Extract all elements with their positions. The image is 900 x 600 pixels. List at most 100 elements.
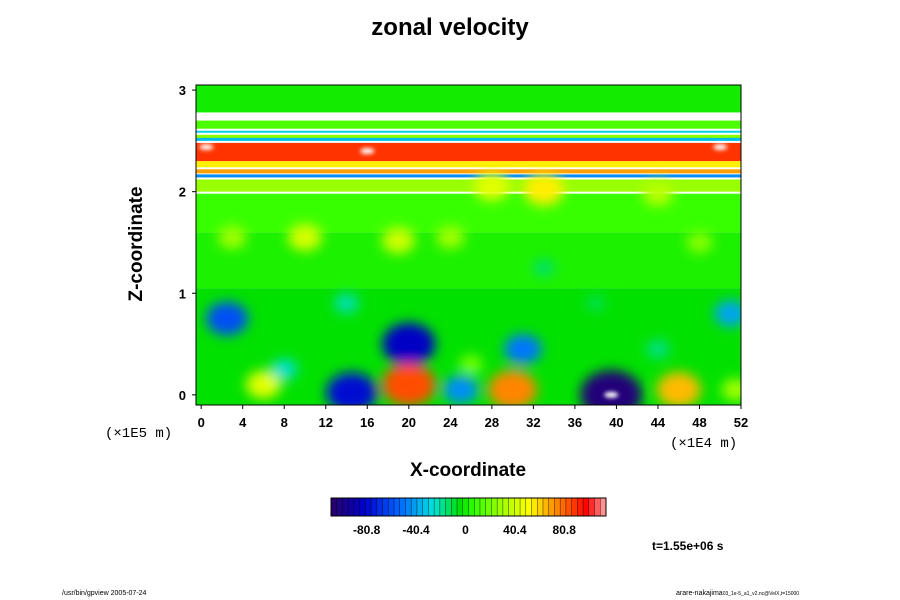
velocity-blob [646,339,670,359]
x-tick-label: 0 [198,415,205,430]
velocity-band [196,142,741,162]
velocity-band [196,169,741,174]
colorbar-cell [600,498,607,516]
velocity-blob [381,227,415,254]
velocity-blob [218,225,247,249]
velocity-blob [474,172,510,201]
velocity-band [196,120,741,129]
colorbar-cell [411,498,418,516]
y-tick-label: 0 [179,388,186,403]
colorbar-cell [445,498,452,516]
velocity-blob [443,375,479,404]
x-tick-label: 44 [651,415,666,430]
colorbar-cell [588,498,595,516]
colorbar-cell [525,498,532,516]
x-tick-label: 48 [692,415,706,430]
x-tick-label: 20 [402,415,416,430]
colorbar-cell [462,498,469,516]
velocity-blob [686,231,713,253]
x-tick-label: 40 [609,415,623,430]
colorbar-cell [428,498,435,516]
x-tick-label: 32 [526,415,540,430]
colorbar-cell [434,498,441,516]
velocity-band [196,85,741,113]
colorbar-cell [548,498,555,516]
colorbar-cell [583,498,590,516]
velocity-blob [459,354,484,374]
colorbar-tick-label: 40.4 [503,523,527,537]
footer-right-main: arare-nakajima [676,590,723,597]
colorbar-cell [531,498,538,516]
velocity-blob [206,301,249,336]
y-tick-label: 2 [179,185,186,200]
velocity-blob [288,223,322,251]
footer-right-small: 03_1e-5_a1_v2.nc@VelX,t=15000 [722,591,800,597]
y-scale-label: (×1E5 m) [105,426,173,442]
colorbar-cell [457,498,464,516]
velocity-blob [580,369,643,405]
velocity-peak [360,148,375,155]
velocity-blob [488,370,537,405]
colorbar-cell [508,498,515,516]
velocity-blob [245,370,282,399]
colorbar-cell [439,498,446,516]
y-tick-label: 3 [179,83,186,98]
velocity-bands [196,85,741,405]
velocity-blob [642,181,674,206]
colorbar-cell [342,498,349,516]
colorbar-frame [330,497,607,517]
velocity-blob [714,300,741,327]
velocity-peak [713,143,728,150]
velocity-band [196,137,741,141]
velocity-blobs [206,172,741,405]
colorbar-cell [348,498,355,516]
colorbar-cell [520,498,527,516]
colorbar-cell [371,498,378,516]
colorbar-cell [577,498,584,516]
velocity-band [196,232,741,289]
velocity-blob [334,293,359,314]
colorbar-cell [468,498,475,516]
colorbar-cell [416,498,423,516]
colorbar-cell [502,498,509,516]
colorbar-cell [451,498,458,516]
colorbar-cell [353,498,360,516]
velocity-blob [382,322,436,366]
velocity-blob [585,295,606,312]
colorbar-cell [474,498,481,516]
colorbar-cell [497,498,504,516]
colorbar-cell [514,498,521,516]
colorbar-tick-label: 0 [462,523,469,537]
velocity-band [196,174,741,178]
plot-frame [195,84,742,406]
colorbar-cell [422,498,429,516]
colorbar-cell [359,498,366,516]
colorbar: -80.8 -40.4 0 40.4 80.8 [330,497,607,537]
velocity-blob [532,259,555,277]
colorbar-cell [537,498,544,516]
x-tick-label: 36 [568,415,582,430]
colorbar-cell [405,498,412,516]
footer-left: /usr/bin/gpview 2005-07-24 [62,590,147,597]
colorbar-cell [382,498,389,516]
x-tick-label: 24 [443,415,458,430]
colorbar-cell [479,498,486,516]
colorbar-cell [376,498,383,516]
velocity-blob [436,225,465,249]
colorbar-cell [560,498,567,516]
velocity-peak [199,143,214,150]
colorbar-cell [565,498,572,516]
x-tick-label: 4 [239,415,247,430]
colorbar-cell [399,498,406,516]
colorbar-cell [491,498,498,516]
velocity-band [196,134,741,139]
velocity-band [196,130,741,133]
colorbar-cell [365,498,372,516]
colorbar-cell [485,498,492,516]
velocity-blob [523,173,564,206]
colorbar-tick-label: 80.8 [553,523,577,537]
x-tick-label: 12 [319,415,333,430]
velocity-field [196,85,741,405]
x-tick-label: 8 [281,415,288,430]
velocity-peaks [199,143,728,398]
